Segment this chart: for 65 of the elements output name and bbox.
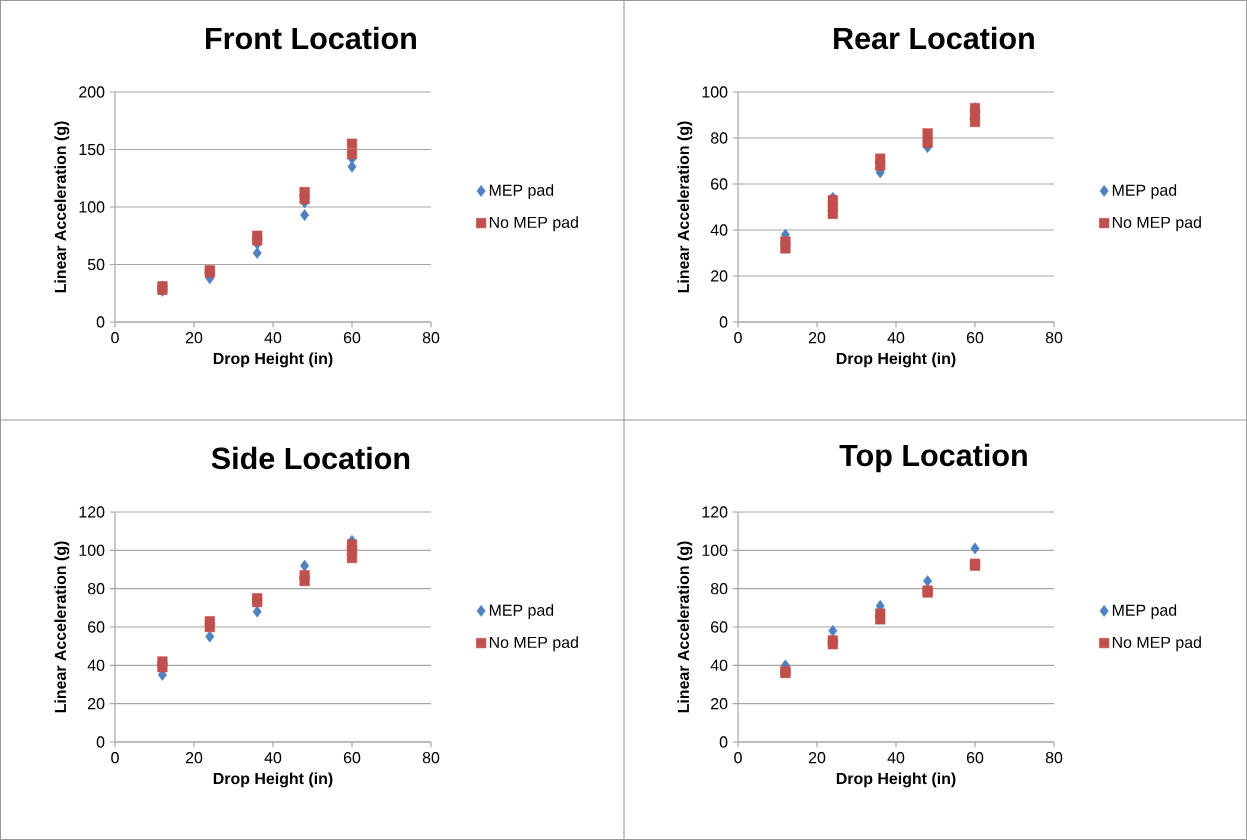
x-tick-label: 20 [808, 332, 826, 344]
x-tick-label: 80 [1045, 752, 1063, 764]
x-tick-label: 60 [343, 332, 361, 344]
legend-label: MEP pad [489, 184, 554, 199]
x-tick-label: 40 [264, 752, 282, 764]
legend-label: No MEP pad [489, 636, 578, 652]
y-axis-title: Linear Acceleration (g) [54, 121, 70, 293]
x-tick-label: 0 [734, 332, 742, 344]
y-tick-label: 100 [79, 544, 105, 556]
x-tick-label: 0 [734, 752, 742, 764]
y-tick-label: 40 [710, 224, 728, 236]
x-tick-label: 0 [111, 752, 119, 764]
x-tick-label: 0 [111, 332, 119, 344]
y-tick-label: 0 [96, 736, 105, 748]
x-tick-label: 80 [422, 332, 440, 344]
x-tick-label: 60 [343, 752, 361, 764]
legend-label: No MEP pad [1112, 216, 1201, 232]
legend-label: No MEP pad [489, 216, 578, 232]
y-tick-label: 100 [702, 86, 728, 98]
x-axis-title: Drop Height (in) [836, 352, 956, 368]
y-tick-label: 60 [88, 621, 105, 633]
y-tick-label: 80 [710, 583, 728, 595]
y-tick-label: 100 [79, 201, 105, 213]
y-tick-label: 120 [702, 506, 728, 518]
y-axis-title: Linear Acceleration (g) [677, 541, 693, 713]
y-tick-label: 20 [88, 698, 105, 710]
y-tick-label: 0 [719, 736, 728, 748]
y-axis-title: Linear Acceleration (g) [54, 541, 70, 713]
legend-label: No MEP pad [1112, 636, 1201, 652]
legend-label: MEP pad [489, 604, 554, 619]
y-tick-label: 120 [79, 506, 105, 518]
legend-label: MEP pad [1112, 184, 1177, 199]
y-tick-label: 80 [710, 132, 728, 144]
y-tick-label: 150 [79, 143, 105, 156]
x-tick-label: 20 [808, 752, 826, 764]
x-axis-title: Drop Height (in) [213, 352, 333, 368]
x-tick-label: 80 [422, 752, 440, 764]
x-axis-title: Drop Height (in) [213, 772, 333, 788]
x-tick-label: 40 [264, 332, 282, 344]
y-tick-label: 80 [87, 583, 105, 595]
x-tick-label: 60 [966, 752, 984, 764]
y-tick-label: 100 [702, 544, 728, 556]
y-tick-label: 20 [711, 698, 728, 710]
y-tick-label: 50 [87, 258, 105, 271]
chart-title: Top Location [839, 443, 1027, 473]
y-axis-title: Linear Acceleration (g) [677, 121, 693, 293]
x-tick-label: 20 [185, 752, 203, 764]
legend-label: MEP pad [1112, 604, 1177, 619]
y-tick-label: 0 [719, 316, 728, 328]
y-tick-label: 60 [711, 621, 728, 633]
y-tick-label: 40 [710, 659, 728, 671]
chart-title: Rear Location [834, 26, 1034, 50]
chart-title: Side Location [211, 446, 410, 470]
y-tick-label: 40 [87, 659, 105, 671]
x-tick-label: 40 [887, 752, 905, 764]
x-tick-label: 20 [185, 332, 203, 344]
x-axis-title: Drop Height (in) [836, 772, 956, 788]
x-tick-label: 40 [887, 332, 905, 344]
x-tick-label: 80 [1045, 332, 1063, 344]
y-tick-label: 200 [79, 86, 105, 98]
y-tick-label: 20 [711, 270, 728, 282]
x-tick-label: 60 [966, 332, 984, 344]
chart-title: Front Location [206, 26, 416, 50]
y-tick-label: 0 [96, 316, 105, 328]
y-tick-label: 60 [711, 178, 728, 190]
